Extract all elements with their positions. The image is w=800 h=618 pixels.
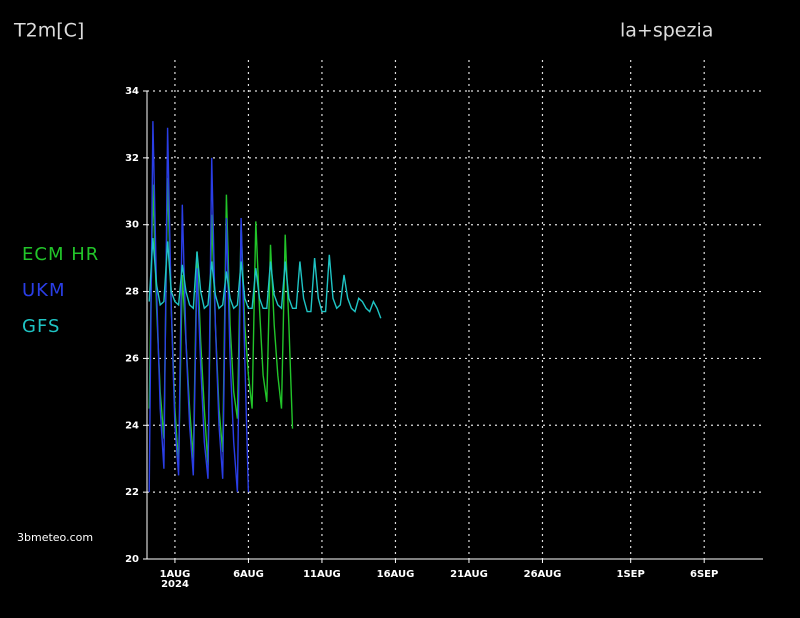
x-tick-label: 6SEP <box>690 569 718 580</box>
y-tick-label: 34 <box>125 86 139 97</box>
x-tick-label: 21AUG <box>450 569 488 580</box>
legend-entry: GFS <box>22 316 60 337</box>
y-tick-label: 26 <box>125 353 139 364</box>
y-tick-label: 24 <box>125 420 139 431</box>
series-line <box>148 177 294 466</box>
x-tick-label: 1SEP <box>617 569 645 580</box>
source: 3bmeteo.com <box>17 531 93 544</box>
x-tick-label: 16AUG <box>377 569 415 580</box>
x-tick-label: 11AUG <box>303 569 341 580</box>
series-line <box>148 238 382 319</box>
x-tick-label: 26AUG <box>524 569 562 580</box>
y-tick-label: 30 <box>125 220 139 231</box>
legend-entry: ECM HR <box>22 244 99 265</box>
year-label: 2024 <box>161 579 189 590</box>
y-tick-label: 32 <box>125 153 139 164</box>
series-line <box>148 121 250 493</box>
y-tick-label: 20 <box>125 554 139 565</box>
x-tick-label: 1AUG <box>160 569 191 580</box>
x-tick-label: 6AUG <box>233 569 264 580</box>
chart-title: T2m[C] <box>13 20 84 42</box>
legend-entry: UKM <box>22 280 66 301</box>
y-tick-label: 28 <box>125 287 139 298</box>
chart-subtitle: la+spezia <box>620 20 713 42</box>
y-tick-label: 22 <box>125 487 139 498</box>
